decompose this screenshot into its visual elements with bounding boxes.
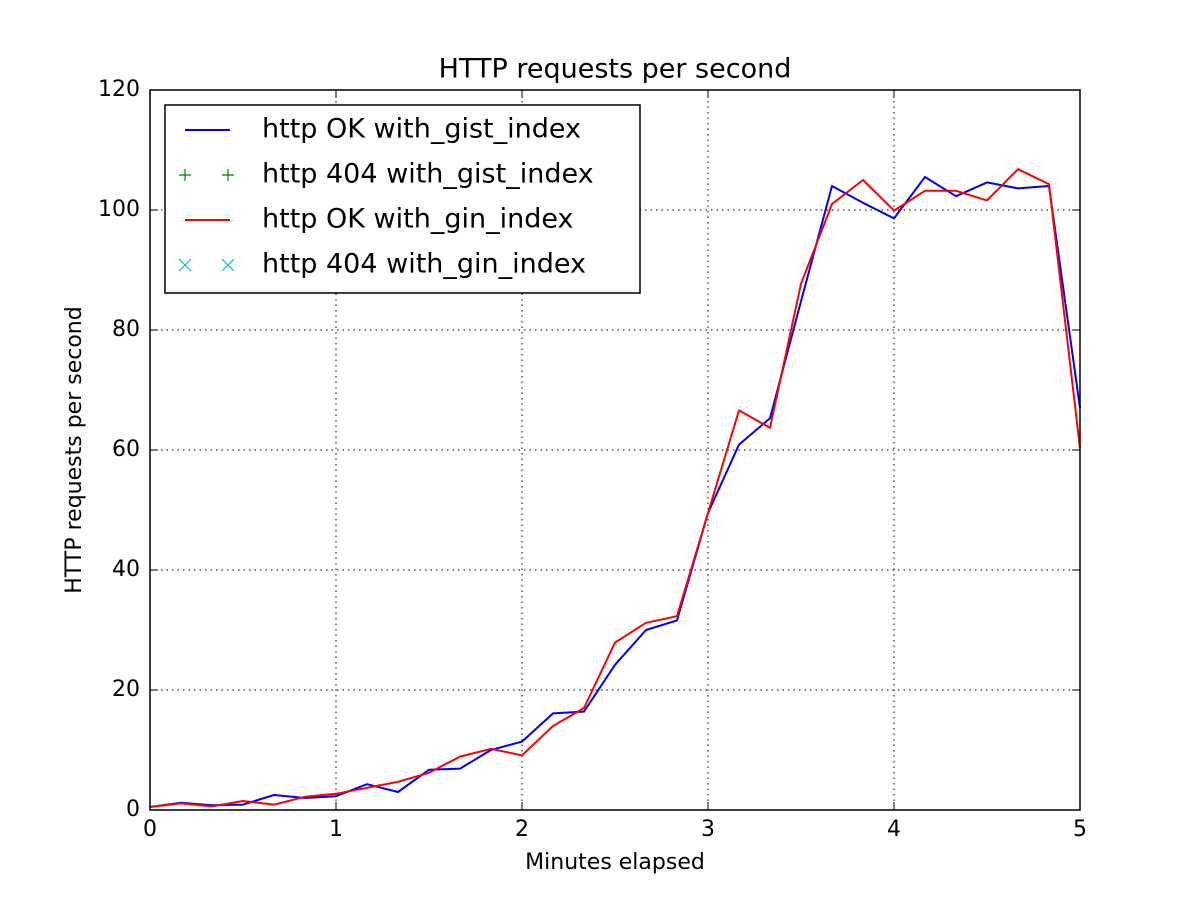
legend-marker (221, 258, 235, 272)
y-tick-label: 60 (112, 437, 140, 462)
x-tick-label: 1 (329, 817, 343, 842)
y-tick-label: 120 (98, 77, 140, 102)
y-tick-label: 0 (126, 797, 140, 822)
y-tick-label: 40 (112, 557, 140, 582)
y-tick-label: 100 (98, 197, 140, 222)
plot-frame (149, 89, 1081, 811)
legend-label: http 404 with_gin_index (262, 249, 586, 280)
legend-marker (178, 258, 192, 272)
x-axis-label: Minutes elapsed (525, 850, 705, 875)
x-tick-label: 5 (1073, 817, 1087, 842)
y-axis-label: HTTP requests per second (62, 306, 87, 593)
x-tick-label: 2 (515, 817, 529, 842)
y-tick-label: 80 (112, 317, 140, 342)
data-line (149, 176, 1081, 808)
legend-marker (179, 169, 191, 181)
legend-label: http 404 with_gist_index (262, 159, 594, 190)
y-tick-label: 20 (112, 677, 140, 702)
legend-box (164, 104, 641, 294)
legend-label: http OK with_gist_index (262, 114, 581, 145)
x-tick-label: 3 (701, 817, 715, 842)
x-tick-label: 0 (143, 817, 157, 842)
legend-label: http OK with_gin_index (262, 204, 573, 235)
chart-title: HTTP requests per second (439, 54, 792, 85)
legend-marker (222, 169, 234, 181)
x-tick-label: 4 (887, 817, 901, 842)
data-line (149, 168, 1081, 808)
